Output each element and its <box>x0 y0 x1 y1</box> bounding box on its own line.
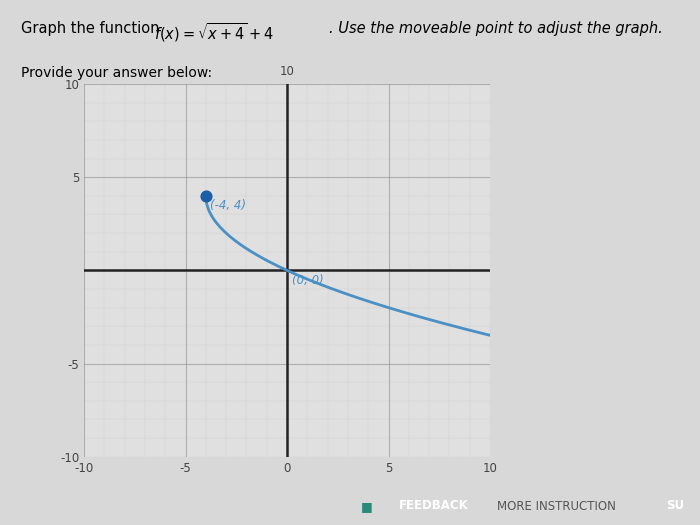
Text: . Use the moveable point to adjust the graph.: . Use the moveable point to adjust the g… <box>329 21 663 36</box>
Text: FEEDBACK: FEEDBACK <box>399 499 469 512</box>
Text: (-4, 4): (-4, 4) <box>210 198 246 212</box>
Text: 10: 10 <box>279 66 295 78</box>
Text: SU: SU <box>666 499 685 512</box>
Text: $f(x) = \sqrt{x+4}+4$: $f(x) = \sqrt{x+4}+4$ <box>154 21 274 44</box>
Point <box>200 192 211 200</box>
Text: Provide your answer below:: Provide your answer below: <box>21 66 212 80</box>
Text: ■: ■ <box>360 500 372 513</box>
Text: MORE INSTRUCTION: MORE INSTRUCTION <box>497 500 616 513</box>
Text: (0, 0): (0, 0) <box>292 274 324 287</box>
Text: Graph the function: Graph the function <box>21 21 164 36</box>
